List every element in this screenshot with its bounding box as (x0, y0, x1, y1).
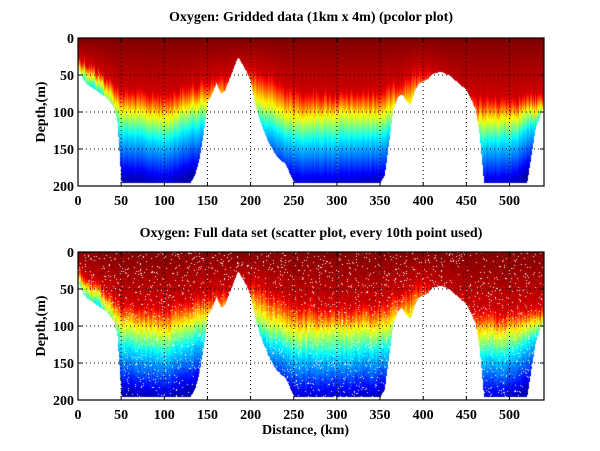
y-tick-label: 200 (53, 180, 74, 195)
x-tick-label: 200 (240, 194, 261, 209)
y-tick-label: 0 (67, 246, 74, 261)
y-tick-label: 150 (53, 357, 74, 372)
y-tick-label: 200 (53, 394, 74, 409)
x-tick-label: 0 (75, 194, 82, 209)
x-tick-label: 150 (197, 194, 218, 209)
y-tick-label: 50 (60, 283, 74, 298)
x-tick-label: 200 (240, 408, 261, 423)
x-tick-label: 450 (456, 408, 477, 423)
x-tick-label: 450 (456, 194, 477, 209)
y-tick-label: 150 (53, 143, 74, 158)
x-axis-label: Distance, (km) (262, 423, 350, 438)
x-tick-label: 50 (114, 408, 128, 423)
x-tick-label: 100 (154, 194, 175, 209)
x-tick-label: 50 (114, 194, 128, 209)
x-tick-label: 350 (370, 408, 391, 423)
x-tick-label: 400 (413, 194, 434, 209)
x-tick-label: 400 (413, 408, 434, 423)
y-tick-label: 0 (67, 32, 74, 47)
y-tick-label: 50 (60, 69, 74, 84)
x-tick-label: 250 (283, 194, 304, 209)
top-chart-title: Oxygen: Gridded data (1km x 4m) (pcolor … (168, 10, 453, 25)
x-tick-label: 0 (75, 408, 82, 423)
y-tick-label: 100 (53, 106, 74, 121)
x-tick-label: 500 (499, 408, 520, 423)
x-tick-label: 500 (499, 194, 520, 209)
x-tick-label: 150 (197, 408, 218, 423)
y-tick-label: 100 (53, 320, 74, 335)
x-tick-label: 250 (283, 408, 304, 423)
x-tick-label: 300 (326, 194, 347, 209)
bottom-chart-title: Oxygen: Full data set (scatter plot, eve… (139, 226, 483, 241)
x-tick-label: 300 (326, 408, 347, 423)
x-tick-label: 350 (370, 194, 391, 209)
x-tick-label: 100 (154, 408, 175, 423)
